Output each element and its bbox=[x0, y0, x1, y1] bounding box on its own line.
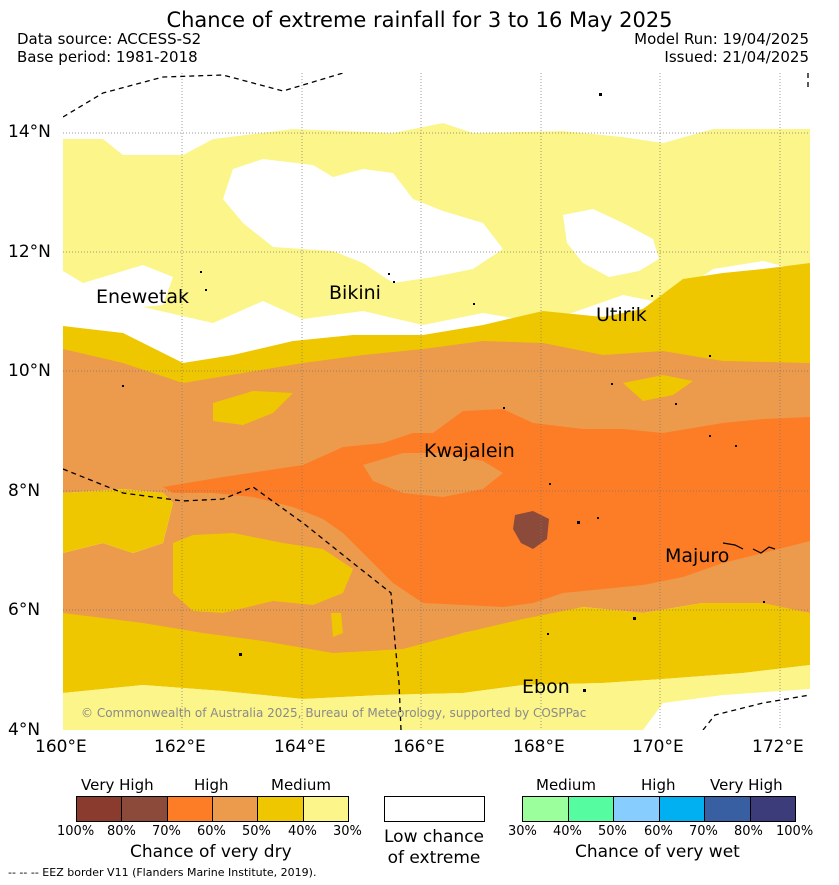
dry-legend-title: Chance of very dry bbox=[130, 842, 292, 862]
xtick-166e: 166°E bbox=[393, 737, 445, 757]
meta-left: Data source: ACCESS-S2 Base period: 1981… bbox=[17, 30, 201, 66]
model-run: Model Run: 19/04/2025 bbox=[634, 30, 809, 48]
wet-tick-100: 100% bbox=[776, 824, 814, 839]
dry-swatch-3 bbox=[167, 797, 213, 821]
issued-date: Issued: 21/04/2025 bbox=[664, 48, 809, 66]
gold-south bbox=[63, 489, 173, 553]
wet-legend-title: Chance of very wet bbox=[575, 842, 740, 862]
brown-patch bbox=[513, 511, 549, 549]
low-chance-line1: Low chance bbox=[384, 827, 484, 847]
orange-hole bbox=[363, 453, 503, 497]
xtick-160e: 160°E bbox=[35, 737, 87, 757]
wet-tick-30: 30% bbox=[508, 824, 537, 839]
ytick-14n: 14°N bbox=[8, 122, 51, 142]
xtick-164e: 164°E bbox=[274, 737, 326, 757]
base-period: Base period: 1981-2018 bbox=[17, 48, 198, 66]
meta-right: Model Run: 19/04/2025 Issued: 21/04/2025 bbox=[634, 30, 809, 66]
place-utirik: Utirik bbox=[596, 304, 647, 326]
white-clear-north-edge bbox=[63, 73, 810, 155]
xtick-168e: 168°E bbox=[513, 737, 565, 757]
map-title: Chance of extreme rainfall for 3 to 16 M… bbox=[166, 8, 673, 32]
dry-tick-60: 60% bbox=[197, 824, 226, 839]
gold-west-tongue bbox=[173, 533, 353, 613]
dry-header-medium: Medium bbox=[271, 776, 331, 794]
dry-swatch-6 bbox=[303, 797, 348, 821]
wet-swatch-4 bbox=[659, 797, 705, 821]
white-clear-2 bbox=[563, 209, 659, 277]
dry-tick-40: 40% bbox=[288, 824, 317, 839]
dry-header-high: High bbox=[194, 776, 229, 794]
wet-tick-50: 50% bbox=[598, 824, 627, 839]
dry-swatch-2 bbox=[122, 797, 168, 821]
place-kwajalein: Kwajalein bbox=[424, 440, 515, 462]
wet-header-high: High bbox=[641, 776, 676, 794]
gold-patch-small bbox=[331, 613, 343, 637]
wet-swatch-3 bbox=[614, 797, 660, 821]
white-south-corner bbox=[643, 689, 810, 730]
wet-tick-60: 60% bbox=[644, 824, 673, 839]
wet-tick-70: 70% bbox=[689, 824, 718, 839]
ytick-6n: 6°N bbox=[8, 600, 41, 620]
xtick-162e: 162°E bbox=[154, 737, 206, 757]
dry-tick-70: 70% bbox=[152, 824, 181, 839]
dry-tick-30: 30% bbox=[333, 824, 362, 839]
wet-tick-80: 80% bbox=[734, 824, 763, 839]
place-majuro: Majuro bbox=[665, 545, 730, 567]
white-clear-west bbox=[83, 265, 173, 307]
eez-border-note: -- -- -- EEZ border V11 (Flanders Marine… bbox=[8, 866, 317, 879]
dry-swatch-4 bbox=[212, 797, 259, 821]
eez-border-west bbox=[63, 468, 402, 730]
place-ebon: Ebon bbox=[522, 676, 570, 698]
dry-swatch-5 bbox=[258, 797, 304, 821]
ytick-12n: 12°N bbox=[8, 242, 51, 262]
dry-tick-50: 50% bbox=[242, 824, 271, 839]
bright-orange-core bbox=[163, 409, 810, 607]
data-source: Data source: ACCESS-S2 bbox=[17, 30, 202, 48]
xtick-170e: 170°E bbox=[632, 737, 684, 757]
wet-swatch-1 bbox=[523, 797, 569, 821]
eez-border-southeast bbox=[702, 694, 810, 730]
gold-patch-east bbox=[623, 375, 693, 401]
place-enewetak: Enewetak bbox=[96, 286, 190, 308]
place-bikini: Bikini bbox=[329, 282, 381, 304]
majuro-atoll bbox=[722, 542, 776, 554]
low-chance-line2: of extreme bbox=[387, 848, 481, 868]
low-chance-label: Low chance of extreme bbox=[372, 827, 496, 869]
wet-header-very-high: Very High bbox=[710, 776, 783, 794]
wet-swatch-6 bbox=[750, 797, 795, 821]
ytick-10n: 10°N bbox=[8, 361, 51, 381]
dry-tick-100: 100% bbox=[57, 824, 95, 839]
wet-header-medium: Medium bbox=[536, 776, 596, 794]
wet-swatch-2 bbox=[568, 797, 614, 821]
copyright-notice: © Commonwealth of Australia 2025, Bureau… bbox=[81, 706, 587, 720]
rainfall-map bbox=[63, 73, 810, 730]
eez-border-north bbox=[63, 73, 344, 118]
ytick-4n: 4°N bbox=[8, 720, 41, 740]
dry-colorbar bbox=[76, 796, 349, 822]
wet-swatch-5 bbox=[705, 797, 751, 821]
dry-header-very-high: Very High bbox=[81, 776, 154, 794]
xtick-172e: 172°E bbox=[752, 737, 804, 757]
light-yellow-south bbox=[63, 665, 810, 730]
dry-tick-80: 80% bbox=[107, 824, 136, 839]
gold-south-main bbox=[63, 603, 810, 699]
ytick-8n: 8°N bbox=[8, 481, 41, 501]
wet-tick-40: 40% bbox=[553, 824, 582, 839]
dry-swatch-1 bbox=[77, 797, 123, 821]
gold-patch-west bbox=[213, 391, 293, 425]
low-chance-swatch bbox=[384, 796, 485, 822]
wet-colorbar bbox=[522, 796, 796, 822]
